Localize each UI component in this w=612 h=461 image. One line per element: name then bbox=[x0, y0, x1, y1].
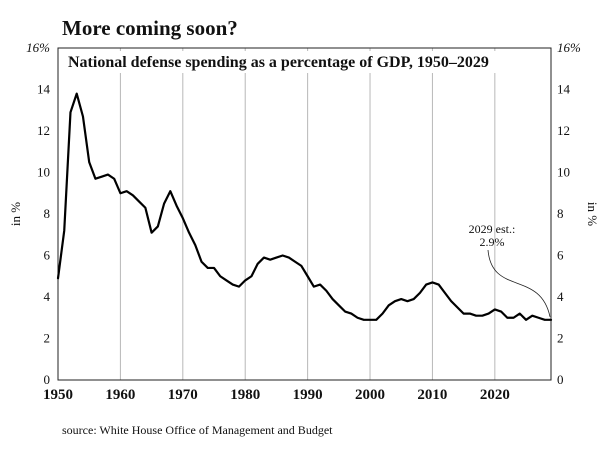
x-tick-1960: 1960 bbox=[105, 387, 135, 403]
x-tick-1970: 1970 bbox=[168, 387, 198, 403]
x-tick-2000: 2000 bbox=[355, 387, 385, 403]
chart-grid bbox=[119, 48, 496, 380]
y-tick-left-6: 12 bbox=[37, 123, 50, 138]
annotation-leader-line bbox=[487, 249, 551, 317]
y-tick-right-6: 12 bbox=[557, 123, 570, 138]
source-note: source: White House Office of Management… bbox=[62, 423, 333, 437]
annotation-label: 2029 est.: bbox=[469, 222, 516, 236]
annotation-value: 2.9% bbox=[480, 235, 505, 249]
annotation-group: 2029 est.: 2.9% bbox=[469, 222, 551, 317]
y-tick-left-4: 8 bbox=[44, 206, 51, 221]
y-axis-right-ticks: 0 2 4 6 8 10 12 14 16% bbox=[557, 40, 581, 387]
series-group bbox=[56, 92, 553, 321]
y-tick-right-2: 4 bbox=[557, 289, 564, 304]
y-tick-left-7: 14 bbox=[37, 82, 51, 97]
x-tick-1990: 1990 bbox=[293, 387, 323, 403]
y-tick-left-3: 6 bbox=[44, 248, 51, 263]
x-axis-ticks: 1950 1960 1970 1980 1990 2000 2010 2020 bbox=[43, 387, 510, 403]
x-tick-2010: 2010 bbox=[417, 387, 447, 403]
y-axis-left-ticks: 0 2 4 6 8 10 12 14 16% bbox=[26, 40, 50, 387]
y-tick-left-8: 16% bbox=[26, 40, 50, 55]
y-tick-right-0: 0 bbox=[557, 372, 564, 387]
y-tick-left-5: 10 bbox=[37, 165, 50, 180]
y-tick-right-8: 16% bbox=[557, 40, 581, 55]
chart-headline: More coming soon? bbox=[62, 16, 238, 40]
y-tick-left-1: 2 bbox=[44, 331, 51, 346]
x-tick-1980: 1980 bbox=[230, 387, 260, 403]
y-tick-right-7: 14 bbox=[557, 82, 571, 97]
y-tick-left-0: 0 bbox=[44, 372, 51, 387]
y-axis-right-label: in % bbox=[585, 202, 600, 226]
y-tick-right-4: 8 bbox=[557, 206, 564, 221]
x-tick-2020: 2020 bbox=[480, 387, 510, 403]
y-tick-right-3: 6 bbox=[557, 248, 564, 263]
y-tick-right-1: 2 bbox=[557, 331, 564, 346]
chart-title: National defense spending as a percentag… bbox=[68, 54, 489, 71]
y-axis-left-label: in % bbox=[8, 202, 23, 226]
y-tick-left-2: 4 bbox=[44, 289, 51, 304]
y-tick-right-5: 10 bbox=[557, 165, 570, 180]
x-tick-1950: 1950 bbox=[43, 387, 73, 403]
chart-title-background bbox=[62, 51, 502, 73]
plot-frame bbox=[57, 47, 552, 381]
series-line-0 bbox=[56, 92, 553, 321]
